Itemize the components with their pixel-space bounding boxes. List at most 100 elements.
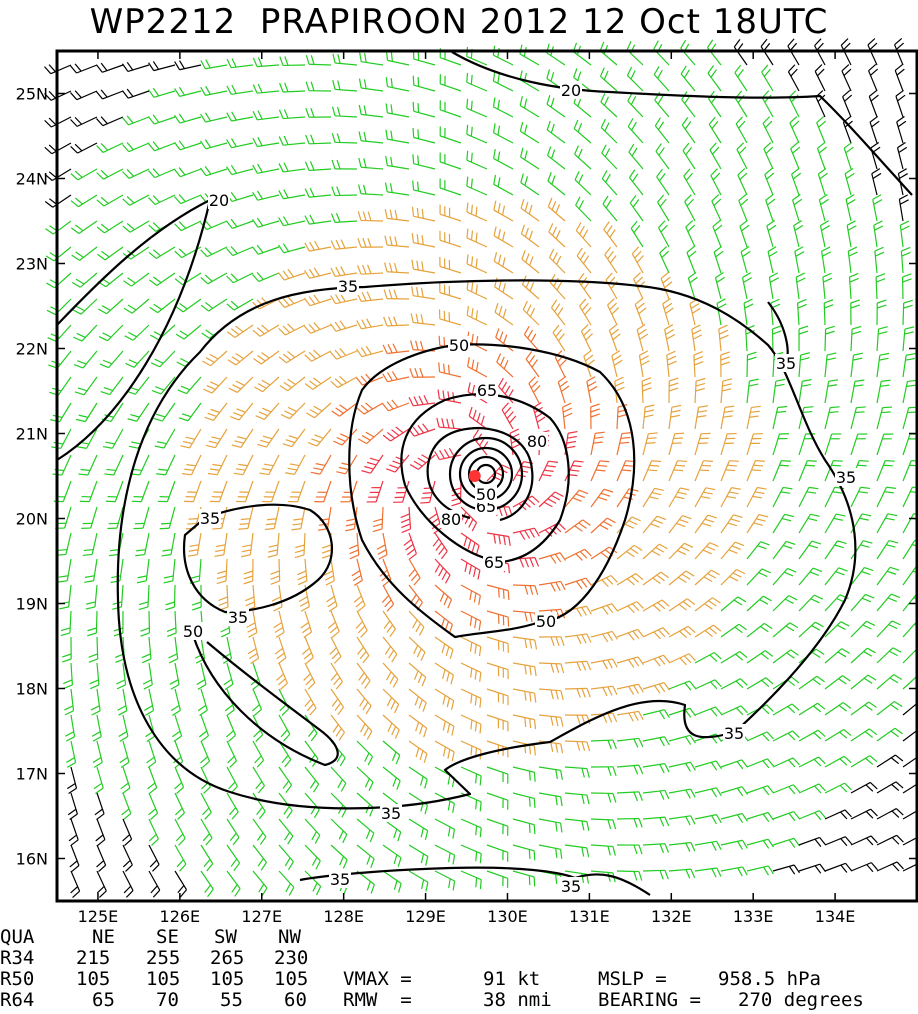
wind-barb xyxy=(408,740,428,763)
wind-barb xyxy=(761,90,774,118)
wind-barb xyxy=(383,262,410,274)
wind-barb xyxy=(140,610,151,637)
r64-nw: 60 xyxy=(284,989,307,1011)
wind-barb xyxy=(668,487,690,508)
wind-barb xyxy=(642,843,670,854)
wind-barb xyxy=(708,90,722,118)
wind-barb xyxy=(330,688,345,716)
wind-barb xyxy=(694,867,722,878)
wind-barb xyxy=(657,220,670,248)
wind-barb xyxy=(798,406,814,430)
wind-barb xyxy=(135,532,150,557)
wind-barb xyxy=(850,862,878,873)
wind-barb xyxy=(382,371,410,383)
wind-barb xyxy=(318,506,332,531)
wind-barb xyxy=(382,714,400,739)
wind-barb xyxy=(772,513,795,534)
contour-label-bg xyxy=(448,336,470,354)
wind-barb xyxy=(798,756,826,768)
contour-label: 35 xyxy=(836,468,856,487)
wind-barb xyxy=(599,41,618,66)
wind-barb xyxy=(180,428,202,449)
wind-barb xyxy=(689,298,701,326)
wind-barb xyxy=(385,77,410,92)
wind-barb xyxy=(720,378,733,404)
wind-barb xyxy=(47,324,72,342)
latitude-label: 16N xyxy=(16,850,48,869)
wind-barb xyxy=(252,57,280,68)
wind-barb xyxy=(564,660,592,672)
wind-barb xyxy=(304,267,332,279)
wind-barb xyxy=(126,376,150,395)
wind-barb xyxy=(382,610,396,638)
wind-barb xyxy=(227,350,254,366)
latitude-label: 21N xyxy=(16,425,48,444)
wind-barb xyxy=(122,220,150,233)
wind-barb xyxy=(177,376,202,395)
wind-barb xyxy=(223,662,234,691)
wind-barb xyxy=(329,347,358,360)
wind-barb xyxy=(603,221,618,248)
wind-barb xyxy=(668,598,696,612)
wind-barb xyxy=(200,844,214,872)
wind-barb xyxy=(633,272,646,300)
wind-barb xyxy=(153,402,176,422)
wind-barb xyxy=(538,662,565,674)
wind-barb xyxy=(493,251,514,274)
wind-barb xyxy=(642,627,670,640)
wind-barb xyxy=(79,480,98,503)
wind-barb xyxy=(600,118,618,144)
wind-barb xyxy=(720,812,748,824)
wind-barb xyxy=(616,737,644,748)
wind-barb xyxy=(867,38,878,66)
wind-barb xyxy=(356,662,371,689)
wind-barb xyxy=(278,135,306,146)
wind-barb xyxy=(634,297,647,326)
wind-barb xyxy=(824,352,837,378)
wind-barb xyxy=(314,480,332,503)
wind-barb xyxy=(902,782,918,794)
wind-barb xyxy=(876,620,901,638)
wind-barb xyxy=(351,558,363,586)
wind-barb xyxy=(720,568,746,586)
wind-barb xyxy=(204,402,228,421)
wind-barb xyxy=(278,350,306,364)
quadrant-header: QUA xyxy=(0,926,35,948)
r34-sw: 265 xyxy=(210,947,245,969)
wind-barb xyxy=(200,246,228,258)
wind-barb xyxy=(149,298,176,314)
wind-barb xyxy=(902,299,913,326)
wind-barb xyxy=(686,245,697,274)
wind-barb xyxy=(876,433,894,456)
wind-barb xyxy=(850,728,878,742)
wind-barb xyxy=(772,405,788,430)
wind-barb xyxy=(493,226,514,248)
wind-barb xyxy=(185,506,202,530)
wind-barb xyxy=(279,82,306,93)
wind-barb xyxy=(278,189,306,200)
contour-label: 35 xyxy=(724,724,744,743)
wind-barb xyxy=(869,115,880,144)
wind-barb xyxy=(174,86,202,97)
wind-barb xyxy=(259,454,280,476)
wind-barb xyxy=(304,818,321,844)
wind-barb xyxy=(200,740,211,768)
wind-barb xyxy=(495,328,514,352)
wind-barb xyxy=(746,568,771,586)
wind-barb xyxy=(739,219,750,248)
wind-barb xyxy=(330,375,358,389)
wind-barb xyxy=(712,219,723,248)
wind-barb xyxy=(361,454,384,474)
wind-barb xyxy=(666,350,677,378)
wind-barb xyxy=(746,460,765,482)
wind-barb xyxy=(303,662,316,690)
contour-label-bg xyxy=(440,510,462,528)
wind-barb xyxy=(486,766,509,784)
wind-barb xyxy=(798,783,826,794)
wind-barb xyxy=(460,714,482,734)
wind-barb xyxy=(297,558,308,586)
vmax-label: VMAX = xyxy=(343,968,412,990)
wind-barb xyxy=(656,168,670,196)
wind-barb xyxy=(122,194,150,206)
wind-barb xyxy=(694,840,722,851)
